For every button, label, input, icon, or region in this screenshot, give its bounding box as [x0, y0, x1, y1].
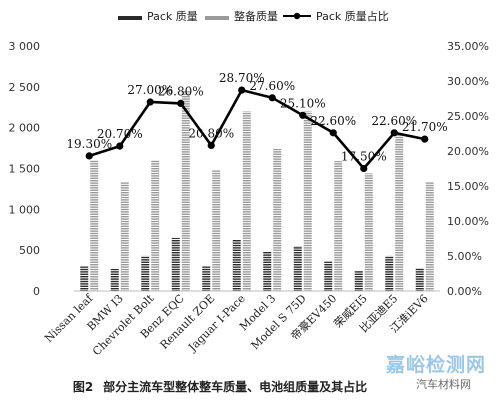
bar-curb-mass: [90, 160, 99, 291]
bar-curb-mass: [120, 181, 129, 291]
y-left-tick-label: 2 000: [9, 122, 41, 135]
y-left-tick-label: 3 000: [9, 40, 41, 53]
legend-label-curb-mass: 整备质量: [234, 9, 278, 23]
bar-curb-mass: [303, 111, 312, 291]
line-point-pack-ratio: [329, 129, 337, 137]
line-point-pack-ratio: [299, 111, 307, 119]
legend-label-pack-ratio: Pack 质量占比: [316, 9, 389, 23]
bar-pack-mass: [202, 266, 211, 291]
y-left-tick-label: 500: [19, 244, 40, 257]
bar-curb-mass: [242, 111, 251, 291]
data-label-pack-ratio: 17.50%: [341, 150, 387, 164]
y-right-tick-label: 10.00%: [447, 215, 489, 228]
figure-title: 部分主流车型整体整车质量、电池组质量及其占比: [103, 380, 368, 394]
y-right-tick-label: 0.00%: [447, 285, 482, 298]
line-point-pack-ratio: [146, 98, 154, 106]
data-label-pack-ratio: 28.70%: [219, 71, 265, 85]
bar-pack-mass: [385, 255, 394, 291]
line-point-pack-ratio: [238, 86, 246, 94]
data-label-pack-ratio: 25.10%: [280, 96, 326, 110]
bar-curb-mass: [395, 135, 404, 291]
line-point-pack-ratio: [421, 135, 429, 143]
y-left-tick-label: 2 500: [9, 81, 41, 94]
data-label-pack-ratio: 21.70%: [402, 120, 448, 134]
line-point-pack-ratio: [268, 94, 276, 102]
y-left-tick-label: 1 500: [9, 163, 41, 176]
y-left-tick-label: 0: [33, 285, 40, 298]
line-point-pack-ratio: [207, 141, 215, 149]
y-right-tick-label: 30.00%: [447, 75, 489, 88]
y-right-tick-label: 5.00%: [447, 250, 482, 263]
bar-pack-mass: [293, 246, 302, 291]
bar-curb-mass: [425, 181, 434, 291]
data-label-pack-ratio: 20.70%: [97, 127, 143, 141]
y-right-tick-label: 15.00%: [447, 180, 489, 193]
bar-curb-mass: [151, 160, 160, 291]
data-label-pack-ratio: 19.30%: [66, 137, 112, 151]
watermark-sub: 汽车材料网: [416, 378, 471, 391]
x-category-label: Nissan leaf: [42, 291, 96, 345]
bar-pack-mass: [263, 251, 272, 291]
y-right-tick-label: 25.00%: [447, 110, 489, 123]
line-point-pack-ratio: [116, 142, 124, 150]
bar-curb-mass: [364, 173, 373, 291]
bar-curb-mass: [181, 90, 190, 292]
bar-curb-mass: [273, 148, 282, 291]
bar-pack-mass: [171, 237, 180, 291]
bar-curb-mass: [334, 161, 343, 291]
legend-swatch-curb-mass: [205, 16, 229, 20]
bar-pack-mass: [141, 255, 150, 291]
legend-swatch-pack-mass: [118, 16, 142, 20]
watermark-main: 嘉峪检测网: [386, 354, 487, 376]
legend-label-pack-mass: Pack 质量: [147, 10, 198, 23]
bar-pack-mass: [110, 268, 119, 291]
bar-pack-mass: [80, 266, 89, 291]
data-label-pack-ratio: 27.60%: [249, 79, 295, 93]
figure-number: 图2: [72, 380, 94, 394]
y-left-tick-label: 1 000: [9, 203, 41, 216]
line-point-pack-ratio: [390, 129, 398, 137]
y-right-tick-label: 20.00%: [447, 145, 489, 158]
figure-caption: 图2 部分主流车型整体整车质量、电池组质量及其占比: [0, 378, 440, 395]
bar-pack-mass: [232, 239, 241, 291]
data-label-pack-ratio: 27.00%: [127, 83, 173, 97]
bar-pack-mass: [415, 268, 424, 291]
bar-curb-mass: [212, 170, 221, 291]
line-pack-ratio: [88, 88, 426, 171]
data-label-pack-ratio: 22.60%: [371, 114, 417, 128]
data-label-pack-ratio: 26.80%: [158, 84, 204, 98]
data-label-pack-ratio: 20.80%: [188, 126, 234, 140]
bar-pack-mass: [354, 270, 363, 291]
y-right-tick-label: 35.00%: [447, 40, 489, 53]
data-label-pack-ratio: 22.60%: [310, 114, 356, 128]
legend-marker-pack-ratio: [293, 12, 301, 20]
line-point-pack-ratio: [360, 164, 368, 173]
bar-pack-mass: [324, 261, 333, 291]
line-point-pack-ratio: [177, 99, 185, 107]
line-point-pack-ratio: [85, 152, 93, 160]
